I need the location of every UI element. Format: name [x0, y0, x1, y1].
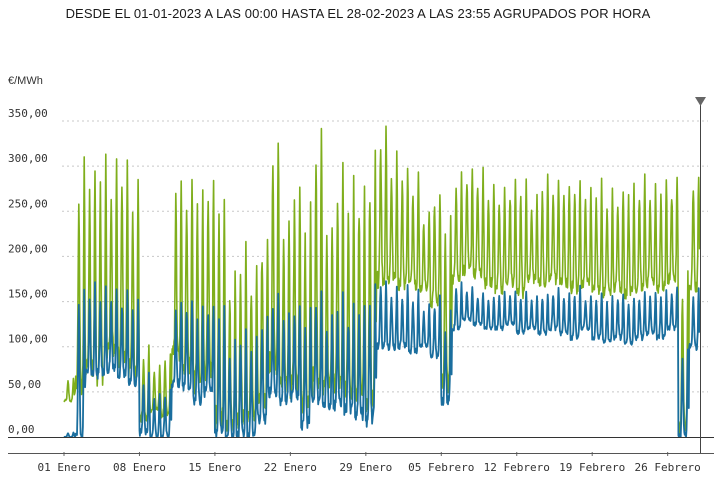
x-tick-label: 22 Enero — [264, 461, 317, 474]
y-tick-label: 100,00 — [8, 333, 48, 346]
x-tick-label: 12 Febrero — [484, 461, 550, 474]
series-line-blue — [63, 280, 701, 438]
x-tick-label: 26 Febrero — [635, 461, 701, 474]
y-tick-label: 250,00 — [8, 197, 48, 210]
time-cursor[interactable] — [695, 97, 706, 453]
y-tick-label: 200,00 — [8, 242, 48, 255]
series-line-green — [63, 125, 701, 438]
x-tick-label: 01 Enero — [38, 461, 91, 474]
y-tick-label: 300,00 — [8, 152, 48, 165]
x-tick-label: 05 Febrero — [408, 461, 474, 474]
x-tick-label: 15 Enero — [188, 461, 241, 474]
cursor-marker-icon — [695, 97, 706, 106]
x-tick-label: 29 Enero — [339, 461, 392, 474]
x-tick-label: 08 Enero — [113, 461, 166, 474]
series-layer — [63, 125, 701, 438]
y-axis-ticks: 0,00 50,00 100,00 150,00 200,00 250,00 300,00 3… — [8, 107, 48, 436]
y-tick-label: 50,00 — [8, 378, 41, 391]
y-tick-label: 350,00 — [8, 107, 48, 120]
x-axis-ticks: 01 Enero 08 Enero 15 Enero 22 Enero 29 Enero… — [38, 452, 701, 474]
x-tick-label: 19 Febrero — [559, 461, 625, 474]
chart-title: DESDE EL 01-01-2023 A LAS 00:00 HASTA EL… — [65, 6, 651, 21]
axes — [8, 437, 714, 454]
y-tick-label: 150,00 — [8, 288, 48, 301]
y-tick-label: 0,00 — [8, 423, 35, 436]
y-axis-unit-label: €/MWh — [8, 75, 43, 87]
